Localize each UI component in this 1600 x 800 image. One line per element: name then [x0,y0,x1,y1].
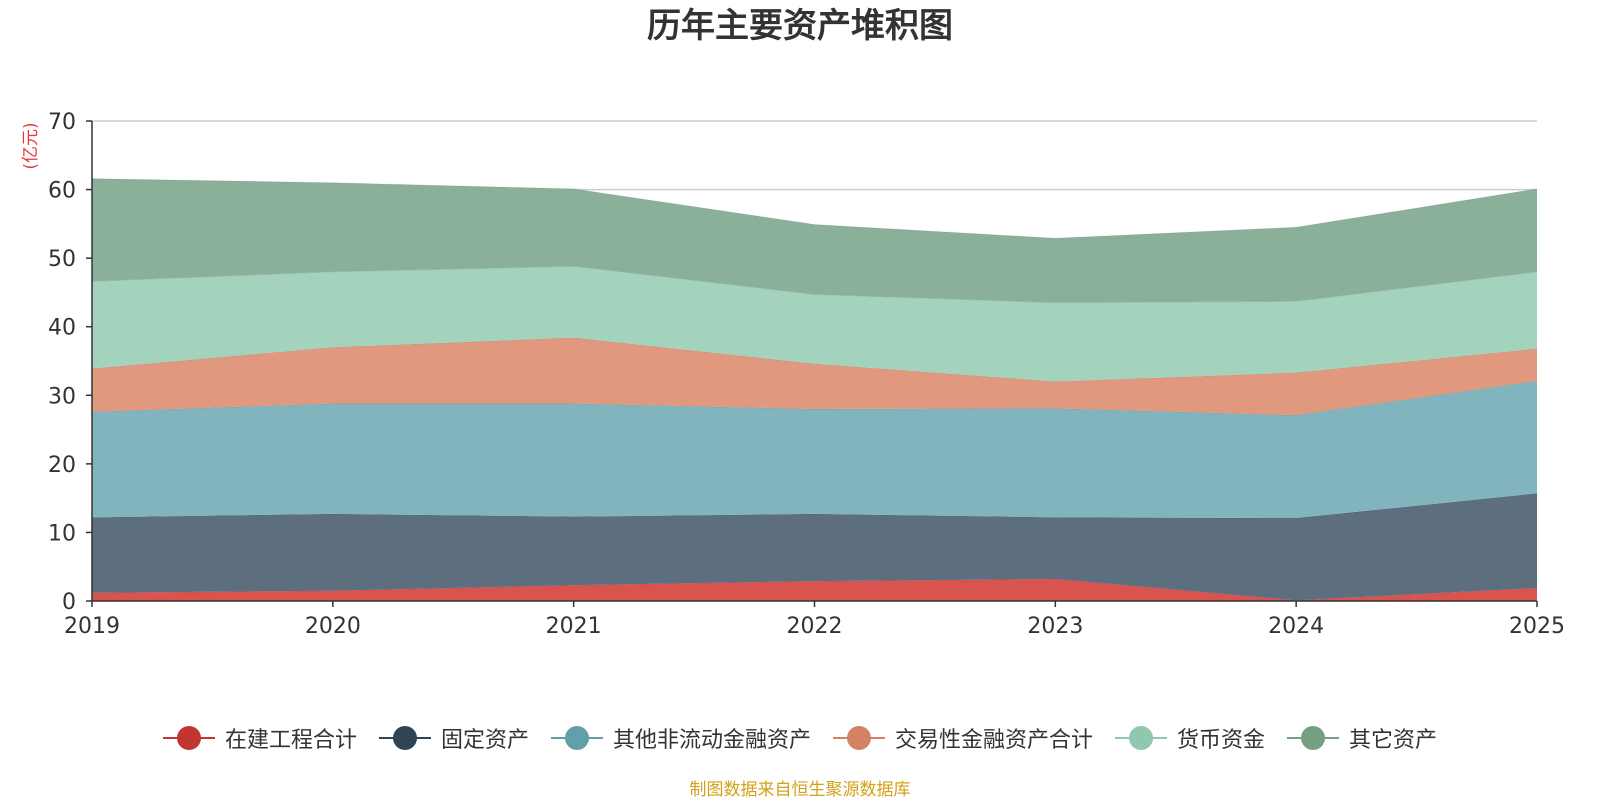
area-series-2 [92,380,1537,519]
chart-title: 历年主要资产堆积图 [647,6,953,46]
area-edge-5 [91,178,1538,239]
legend-marker-icon [1115,725,1168,751]
legend-label: 交易性金融资产合计 [895,728,1094,753]
y-axis-label: (亿元) [21,122,41,169]
area-series-0 [92,579,1537,601]
area-series-4 [92,266,1537,382]
legend-item-3[interactable]: 交易性金融资产合计 [833,722,1093,754]
legend-marker-icon [833,725,885,751]
axes [86,120,1538,607]
legend-item-0[interactable]: 在建工程合计 [162,722,357,754]
legend: 在建工程合计 固定资产 其他非流动金融资产 交易性金融资产合计 货币资金 其它资产 [0,720,1600,756]
legend-label: 货币资金 [1177,728,1266,753]
y-tick-label: 70 [48,110,76,135]
legend-label: 其他非流动金融资产 [612,728,811,753]
y-tick-label: 0 [62,590,76,615]
legend-item-1[interactable]: 固定资产 [378,722,529,754]
x-tick-label: 2019 [64,614,120,639]
y-tick-label: 40 [48,316,76,341]
legend-label: 其它资产 [1349,728,1438,753]
area-series-5 [92,178,1537,303]
legend-item-2[interactable]: 其他非流动金融资产 [550,722,811,754]
x-tick-label: 2024 [1268,614,1324,639]
x-tick-label: 2025 [1509,614,1565,639]
legend-marker-icon [1287,725,1340,751]
stacked-area-chart: 0 10 20 30 40 50 60 70 2019 2020 2021 2022 2023 2024… [21,110,1565,639]
y-tick-labels: 0 10 20 30 40 50 60 70 [48,110,76,615]
area-series [91,178,1538,601]
x-tick-labels: 2019 2020 2021 2022 2023 2024 2025 [64,614,1565,639]
y-tick-label: 50 [48,247,76,272]
legend-marker-icon [162,725,215,751]
y-tick-label: 30 [48,384,76,409]
y-tick-label: 60 [48,179,76,204]
y-tick-label: 20 [48,453,76,478]
x-tick-label: 2020 [305,614,361,639]
legend-item-5[interactable]: 其它资产 [1287,722,1437,754]
legend-label: 固定资产 [440,728,529,753]
legend-item-4[interactable]: 货币资金 [1115,722,1265,754]
x-tick-label: 2023 [1027,614,1083,639]
legend-marker-icon [550,725,603,751]
legend-marker-icon [378,725,431,751]
area-series-3 [92,337,1537,416]
area-edge-3 [91,337,1538,383]
x-tick-label: 2022 [787,614,843,639]
legend-label: 在建工程合计 [224,728,357,753]
area-series-1 [92,493,1537,601]
source-note: 制图数据来自恒生聚源数据库 [689,780,911,800]
y-tick-label: 10 [48,521,76,546]
x-tick-label: 2021 [546,614,602,639]
